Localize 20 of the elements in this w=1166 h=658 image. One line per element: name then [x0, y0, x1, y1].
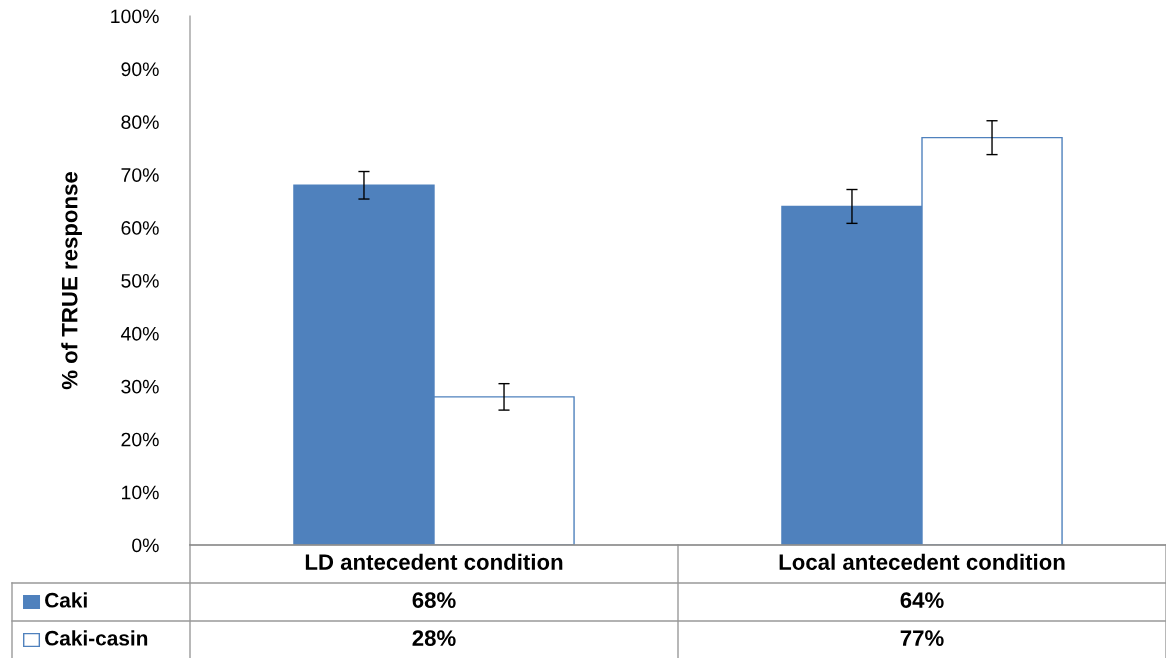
x-tick-label: Local antecedent condition: [779, 553, 1065, 570]
y-tick-label: 50%: [121, 273, 159, 288]
y-tick-label: 70%: [121, 168, 159, 182]
y-tick-label: 30%: [121, 379, 159, 394]
y-tick-label: 60%: [121, 221, 159, 235]
y-tick-label: 100%: [111, 9, 159, 24]
legend-label: Caki: [45, 592, 87, 608]
x-tick-label: LD antecedent condition: [305, 553, 563, 570]
data-label: 68%: [412, 592, 456, 608]
data-label: 28%: [412, 630, 456, 646]
y-tick-label: 90%: [121, 62, 159, 77]
y-tick-label: 80%: [121, 115, 159, 130]
data-label: 77%: [900, 630, 944, 646]
y-tick-label: 20%: [121, 432, 159, 447]
data-label: 64%: [900, 592, 944, 608]
y-tick-label: 0%: [132, 538, 159, 553]
legend-label: Caki-casin: [45, 630, 148, 646]
y-tick-label: 10%: [122, 485, 159, 500]
y-tick-label: 40%: [120, 326, 159, 341]
y-axis-title: % of TRUE response: [61, 171, 82, 390]
